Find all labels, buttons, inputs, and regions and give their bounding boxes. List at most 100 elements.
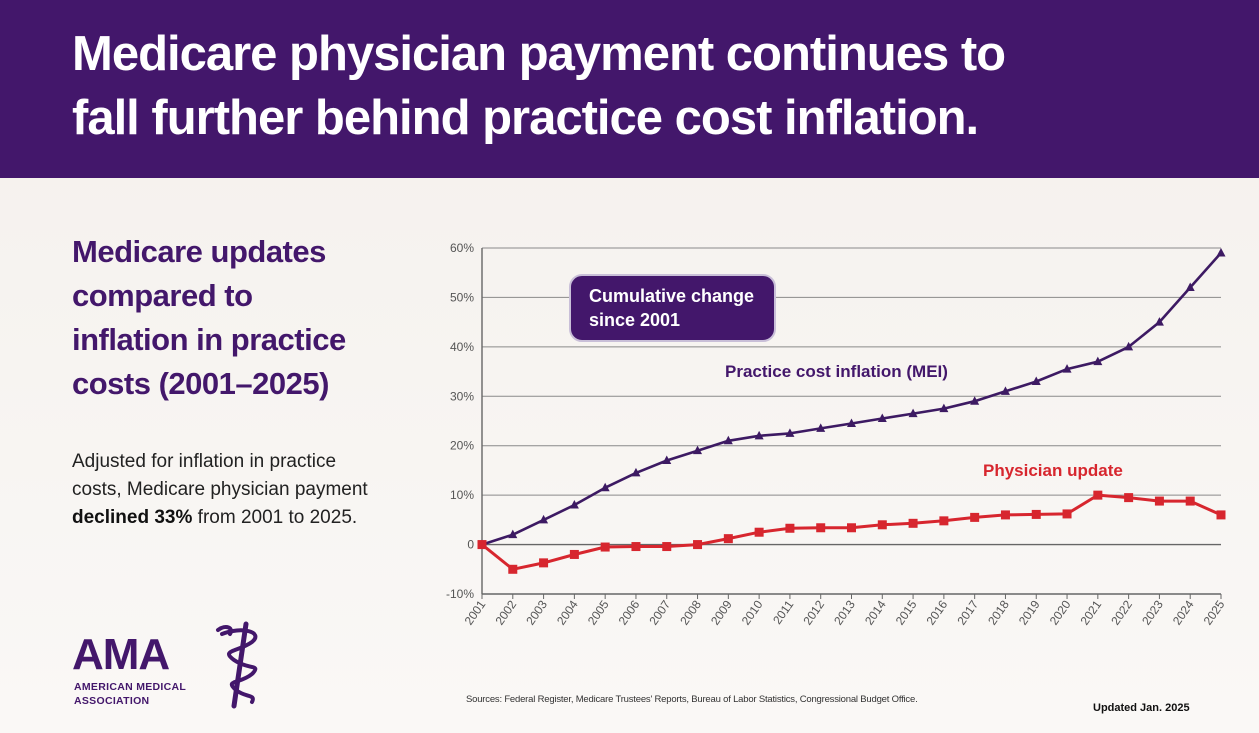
y-tick-label: 60% (450, 241, 474, 255)
data-point-physician (693, 540, 703, 550)
data-point-mei (1062, 364, 1072, 373)
chart-title-line-1: Cumulative change (589, 286, 754, 306)
chart-title-box: Cumulative change since 2001 (569, 274, 776, 342)
data-point-mei (508, 529, 518, 539)
data-point-mei (631, 467, 641, 477)
page-title-line-1: Medicare physician payment continues to (72, 27, 1006, 81)
data-point-mei (693, 445, 703, 455)
data-point-mei (662, 455, 672, 465)
data-point-mei (1185, 282, 1195, 292)
data-point-physician (508, 564, 518, 574)
y-tick-label: 50% (450, 290, 474, 304)
data-point-physician (600, 542, 610, 552)
x-tick-label: 2005 (585, 597, 612, 627)
data-point-physician (477, 540, 487, 550)
data-point-mei (816, 423, 826, 432)
x-tick-label: 2009 (708, 597, 735, 627)
logo-subtitle-line-2: ASSOCIATION (74, 695, 150, 707)
data-point-mei (1031, 376, 1041, 385)
x-tick-label: 2016 (924, 597, 951, 627)
x-tick-label: 2024 (1170, 597, 1197, 627)
logo-subtitle-line-1: AMERICAN MEDICAL (74, 681, 187, 693)
updated-date: Updated Jan. 2025 (1093, 702, 1190, 714)
data-point-physician (1216, 510, 1226, 520)
data-point-mei (1124, 341, 1134, 351)
data-point-physician (877, 520, 887, 530)
x-tick-label: 2021 (1078, 597, 1105, 627)
chart-heading: Medicare updates compared to inflation i… (72, 230, 412, 406)
x-tick-label: 2014 (862, 597, 889, 627)
x-tick-label: 2011 (770, 597, 796, 626)
title-banner: Medicare physician payment continues to … (0, 0, 1259, 178)
x-tick-label: 2006 (616, 597, 643, 627)
logo-wordmark: AMA (72, 630, 170, 679)
data-point-physician (816, 523, 826, 533)
data-point-mei (754, 430, 764, 440)
data-point-physician (1000, 510, 1010, 520)
data-point-physician (754, 527, 764, 537)
data-point-physician (1124, 493, 1134, 503)
data-point-physician (1093, 490, 1103, 500)
x-tick-label: 2002 (492, 597, 519, 627)
page-title-line-2: fall further behind practice cost inflat… (72, 91, 979, 145)
x-tick-label: 2018 (985, 597, 1012, 627)
data-point-mei (939, 403, 949, 413)
data-point-mei (723, 435, 733, 445)
data-point-mei (1154, 317, 1164, 326)
x-tick-label: 2019 (1016, 597, 1043, 627)
logo-subtitle: AMERICAN MEDICAL ASSOCIATION (74, 680, 186, 708)
data-point-physician (1154, 496, 1164, 506)
data-point-physician (631, 542, 641, 552)
data-point-mei (1216, 247, 1226, 257)
x-tick-label: 2012 (800, 597, 827, 627)
data-point-physician (970, 512, 980, 522)
data-point-mei (847, 418, 856, 427)
x-tick-label: 2017 (954, 597, 981, 627)
data-point-mei (1093, 356, 1103, 366)
x-tick-label: 2015 (893, 597, 920, 627)
ama-logo: AMA AMERICAN MEDICAL ASSOCIATION (72, 620, 282, 715)
summary-highlight: declined 33% (72, 507, 193, 528)
y-tick-label: 40% (450, 340, 474, 354)
x-tick-label: 2010 (739, 597, 766, 627)
data-point-physician (908, 518, 918, 528)
data-point-mei (877, 413, 887, 423)
sources-note: Sources: Federal Register, Medicare Trus… (466, 694, 918, 705)
data-point-physician (785, 523, 795, 533)
y-tick-label: 30% (450, 389, 474, 403)
data-point-physician (1062, 509, 1072, 519)
x-tick-label: 2023 (1139, 597, 1166, 627)
chart-heading-line-3: inflation in practice (72, 322, 346, 357)
data-point-mei (970, 396, 980, 405)
data-point-physician (662, 542, 672, 552)
data-point-physician (1031, 509, 1041, 519)
x-tick-label: 2007 (646, 597, 673, 627)
page-title: Medicare physician payment continues to … (72, 22, 1172, 150)
chart-title-line-2: since 2001 (589, 310, 680, 330)
x-tick-label: 2022 (1108, 597, 1135, 627)
chart-heading-line-2: compared to (72, 278, 253, 313)
data-point-mei (600, 482, 610, 492)
data-point-physician (723, 534, 733, 544)
x-tick-label: 2020 (1047, 597, 1074, 627)
summary-line-3-rest: from 2001 to 2025. (192, 507, 358, 528)
data-point-mei (569, 500, 579, 509)
data-point-mei (908, 408, 918, 418)
data-point-physician (569, 549, 579, 559)
summary-line-1: Adjusted for inflation in practice (72, 451, 337, 472)
summary-line-2: costs, Medicare physician payment (72, 479, 368, 500)
x-tick-label: 2013 (831, 597, 858, 627)
data-point-physician (939, 516, 949, 526)
data-point-physician (1185, 496, 1195, 506)
chart-heading-line-4: costs (2001–2025) (72, 366, 329, 401)
y-tick-label: -10% (446, 587, 474, 601)
y-tick-label: 10% (450, 488, 474, 502)
chart-axes: -10%010%20%30%40%50%60%2001 2002 2003 2004 2… (446, 241, 1228, 628)
data-point-mei (1000, 386, 1010, 395)
x-tick-label: 2025 (1201, 597, 1228, 627)
x-tick-label: 2001 (462, 597, 489, 627)
staff-of-asclepius-icon (216, 621, 258, 709)
y-tick-label: 0 (467, 538, 474, 552)
x-tick-label: 2008 (677, 597, 704, 627)
